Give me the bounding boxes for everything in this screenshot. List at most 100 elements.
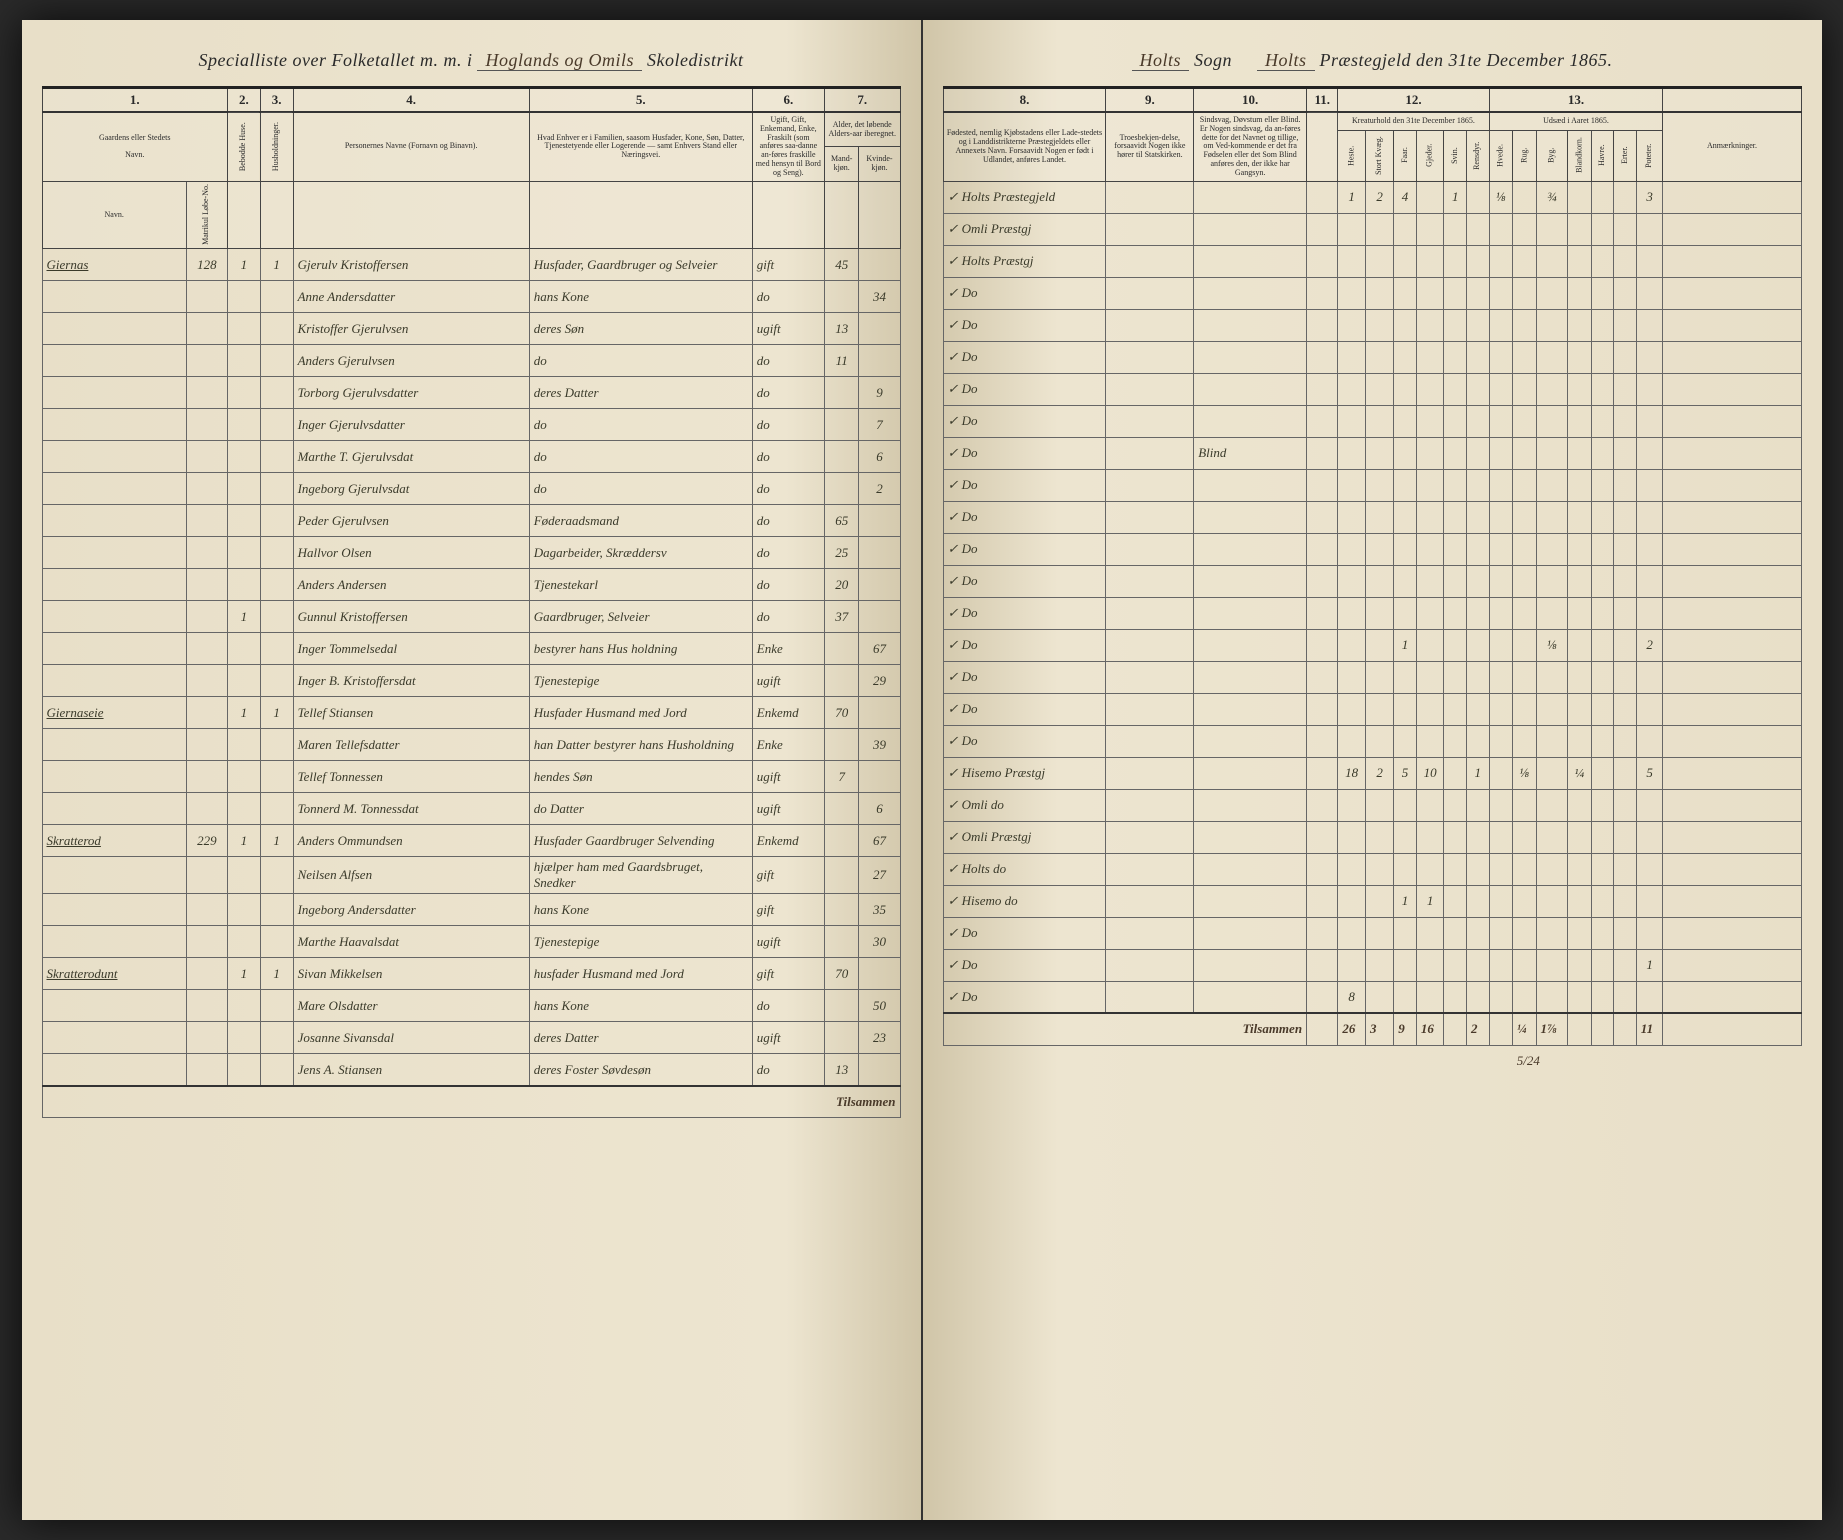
table-row: Josanne Sivansdalderes Datterugift23: [42, 1022, 900, 1054]
cell: Jens A. Stiansen: [293, 1054, 529, 1086]
cell: 1: [227, 697, 260, 729]
cell: ✓ Do: [943, 501, 1106, 533]
cell: ✓ Hisemo Præstgj: [943, 757, 1106, 789]
cell: [1614, 853, 1637, 885]
cell: [1663, 693, 1801, 725]
cell: Mare Olsdatter: [293, 990, 529, 1022]
cell: Enke: [752, 633, 824, 665]
cell: [1466, 277, 1489, 309]
cell: [1513, 437, 1537, 469]
cell: [1394, 469, 1417, 501]
cell: bestyrer hans Hus holdning: [529, 633, 752, 665]
cell: [1466, 693, 1489, 725]
cell: [1365, 469, 1393, 501]
cell: [1106, 597, 1194, 629]
right-page: Holts Sogn Holts Præstegjeld den 31te De…: [923, 20, 1822, 1520]
cell: [227, 345, 260, 377]
cell: [1591, 277, 1614, 309]
right-page-header: Holts Sogn Holts Præstegjeld den 31te De…: [943, 50, 1802, 71]
cell: [1466, 949, 1489, 981]
cell: ugift: [752, 793, 824, 825]
left-page: Specialliste over Folketallet m. m. i Ho…: [22, 20, 923, 1520]
cell: [1307, 821, 1338, 853]
cell: do: [752, 569, 824, 601]
cell: [1591, 821, 1614, 853]
cell: [1394, 309, 1417, 341]
cell: [260, 377, 293, 409]
cell: [1307, 885, 1338, 917]
cell: 70: [824, 697, 859, 729]
cell: [1568, 501, 1592, 533]
cell: [1536, 949, 1568, 981]
cell: [824, 441, 859, 473]
cell: ✓ Do: [943, 469, 1106, 501]
cell: [1636, 309, 1663, 341]
cell: [1636, 917, 1663, 949]
cell: [1614, 789, 1637, 821]
cell: [1416, 341, 1444, 373]
cell: [1513, 405, 1537, 437]
cell: [1307, 853, 1338, 885]
cell: [1394, 917, 1417, 949]
cell: Torborg Gjerulvsdatter: [293, 377, 529, 409]
cell: [1568, 693, 1592, 725]
cell: [1194, 341, 1307, 373]
cell: [1394, 981, 1417, 1013]
cell: [1591, 725, 1614, 757]
cell: [227, 1054, 260, 1086]
cell: [186, 345, 227, 377]
cell: [1194, 661, 1307, 693]
cell: ✓ Do: [943, 277, 1106, 309]
cell: 1: [1636, 949, 1663, 981]
cell: [1614, 597, 1637, 629]
cell: [42, 793, 186, 825]
cell: [1194, 181, 1307, 213]
cell: [1513, 629, 1537, 661]
cell: [227, 505, 260, 537]
cell: [1307, 245, 1338, 277]
hdr-gaard: Gaardens eller Stedets Navn.: [42, 112, 227, 181]
cell: Husfader Husmand med Jord: [529, 697, 752, 729]
cell: [1636, 373, 1663, 405]
cell: [42, 665, 186, 697]
cell: ✓ Do: [943, 693, 1106, 725]
cell: Kristoffer Gjerulvsen: [293, 313, 529, 345]
cell: Tjenestepige: [529, 665, 752, 697]
cell: [1568, 533, 1592, 565]
cell: [1614, 277, 1637, 309]
cell: [1568, 885, 1592, 917]
cell: [42, 473, 186, 505]
cell: do: [752, 409, 824, 441]
hdr-gjeder: Gjeder.: [1416, 130, 1444, 181]
cell: [1394, 341, 1417, 373]
cell: ✓ Do: [943, 917, 1106, 949]
cell: [1338, 501, 1366, 533]
cell: ugift: [752, 926, 824, 958]
cell: [1194, 533, 1307, 565]
cell: [260, 1054, 293, 1086]
cell: [1106, 565, 1194, 597]
cell: [1489, 373, 1513, 405]
cell: [1513, 341, 1537, 373]
cell: Blind: [1194, 437, 1307, 469]
cell: [1444, 821, 1467, 853]
cell: [1106, 693, 1194, 725]
cell: [1536, 885, 1568, 917]
total-5: 2: [1466, 1013, 1489, 1045]
cell: 65: [824, 505, 859, 537]
cell: [1663, 565, 1801, 597]
cell: [1194, 309, 1307, 341]
cell: [1466, 981, 1489, 1013]
cell: 67: [859, 633, 900, 665]
footer-right-label: Tilsammen: [943, 1013, 1307, 1045]
cell: [1365, 949, 1393, 981]
cell: Ingeborg Andersdatter: [293, 894, 529, 926]
cell: 5: [1636, 757, 1663, 789]
cell: [1194, 917, 1307, 949]
cell: [1416, 917, 1444, 949]
cell: [1513, 981, 1537, 1013]
cell: [824, 793, 859, 825]
cell: Tjenestekarl: [529, 569, 752, 601]
cell: 1: [260, 825, 293, 857]
cell: [1106, 853, 1194, 885]
